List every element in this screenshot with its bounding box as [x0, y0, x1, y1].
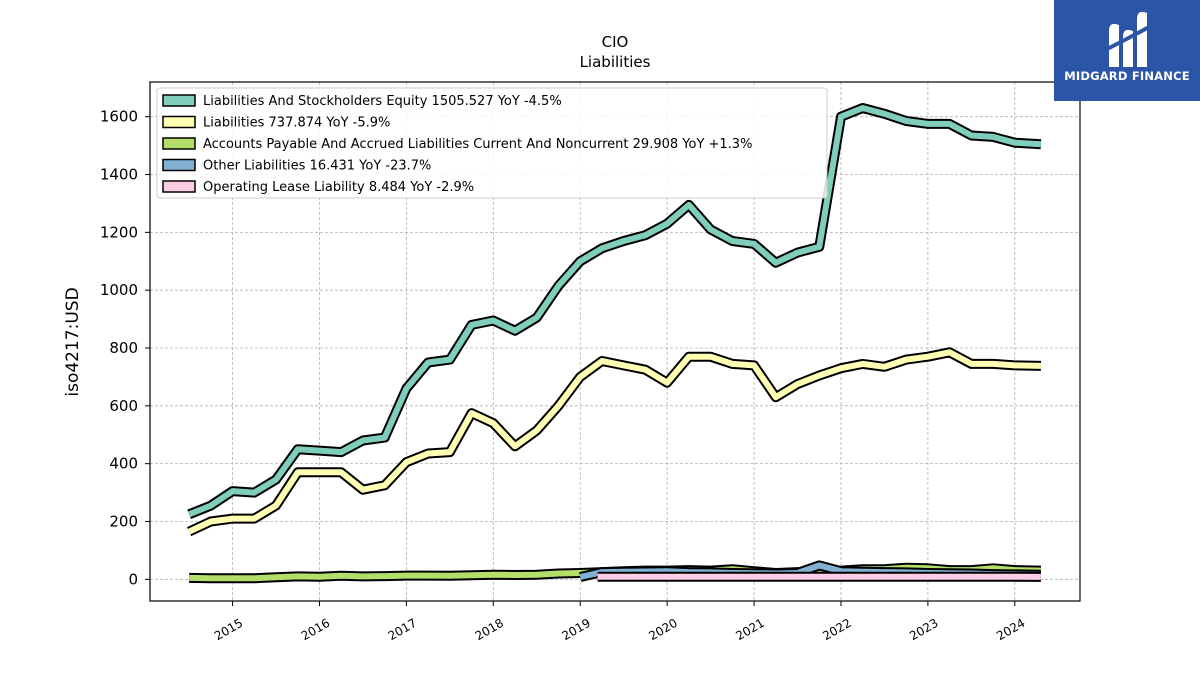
y-tick-label: 400 — [109, 455, 138, 473]
series-line — [187, 349, 1041, 535]
x-tick-label: 2016 — [299, 616, 332, 643]
legend-label: Other Liabilities 16.431 YoY -23.7% — [203, 159, 431, 174]
legend-label: Liabilities And Stockholders Equity 1505… — [203, 94, 562, 109]
x-tick-label: 2015 — [212, 616, 245, 643]
x-tick-label: 2020 — [646, 616, 679, 643]
brand-name: MIDGARD FINANCE — [1064, 69, 1190, 83]
legend-label: Accounts Payable And Accrued Liabilities… — [203, 137, 752, 152]
legend-swatch — [162, 158, 196, 172]
chart-subtitle: Liabilities — [580, 53, 651, 71]
legend-box — [156, 87, 828, 199]
x-tick-label: 2024 — [994, 616, 1027, 643]
legend-swatch — [162, 180, 196, 193]
legend-swatch — [162, 94, 196, 107]
legend-label: Liabilities 737.874 YoY -5.9% — [203, 116, 390, 131]
x-tick-label: 2022 — [820, 616, 853, 643]
y-tick-label: 1200 — [100, 223, 138, 241]
series-line — [187, 105, 1042, 518]
brand-logo: MIDGARD FINANCE — [1054, 0, 1200, 101]
chart-title: CIO — [602, 33, 629, 51]
series-line-group — [186, 347, 1041, 537]
legend-label: Operating Lease Liability 8.484 YoY -2.9… — [203, 180, 474, 195]
y-tick-label: 800 — [109, 339, 138, 357]
x-tick-label: 2021 — [733, 616, 766, 643]
series-line-group — [187, 103, 1042, 519]
brand-mark-icon — [1106, 11, 1150, 67]
y-tick-label: 1600 — [100, 108, 138, 126]
y-tick-label: 600 — [109, 397, 138, 415]
y-tick-label: 1000 — [100, 281, 138, 299]
y-tick-label: 0 — [128, 570, 138, 588]
x-tick-label: 2018 — [473, 616, 506, 643]
y-tick-label: 1400 — [100, 166, 138, 184]
legend: Liabilities And Stockholders Equity 1505… — [156, 87, 828, 199]
series-line-outline — [186, 347, 1041, 537]
y-tick-label: 200 — [109, 512, 138, 530]
y-axis-label: iso4217:USD — [63, 287, 83, 396]
x-tick-label: 2017 — [386, 616, 419, 643]
legend-swatch — [162, 137, 196, 150]
x-tick-label: 2019 — [560, 616, 593, 643]
series-layer — [186, 103, 1042, 584]
plot-frame — [149, 81, 1081, 602]
x-tick-label: 2023 — [907, 616, 940, 643]
legend-swatch — [162, 115, 196, 129]
